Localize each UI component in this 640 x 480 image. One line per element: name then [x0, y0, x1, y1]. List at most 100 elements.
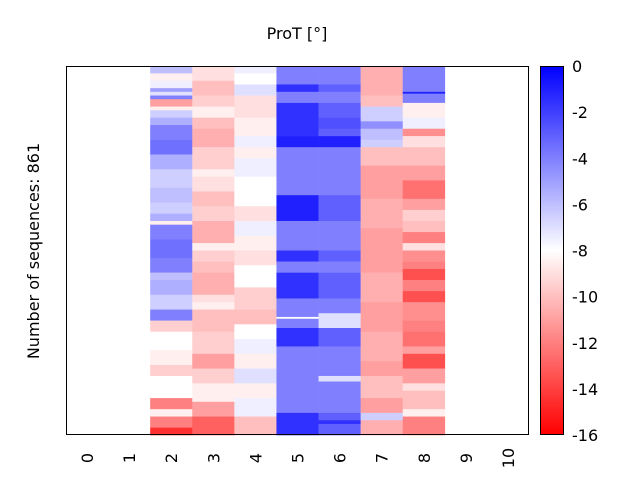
- heatmap-cell-col-6: [318, 136, 361, 148]
- x-tick-label: 8: [415, 453, 434, 463]
- heatmap-cell-col-7: [360, 412, 404, 421]
- heatmap-cell-col-2: [150, 239, 193, 259]
- heatmap-cell-col-2: [150, 187, 193, 203]
- heatmap-cell-col-2: [150, 88, 193, 93]
- heatmap-cell-col-3: [192, 272, 235, 296]
- heatmap-cell-col-6: [318, 220, 361, 251]
- heatmap-cell-col-2: [150, 309, 193, 321]
- heatmap-cell-col-8: [402, 180, 446, 200]
- heatmap-cell-col-6: [318, 66, 361, 85]
- x-tick-label: 3: [204, 453, 223, 463]
- heatmap-cell-col-3: [192, 309, 235, 332]
- x-tick-label: 10: [499, 448, 518, 468]
- heatmap-cell-col-8: [402, 268, 446, 281]
- heatmap-cell-col-4: [234, 235, 277, 251]
- heatmap-cells: [150, 66, 446, 436]
- y-axis-label: Number of sequences: 861: [24, 143, 43, 359]
- heatmap-cell-col-2: [150, 398, 193, 410]
- heatmap-cell-col-8: [402, 136, 446, 148]
- heatmap-cell-col-4: [234, 158, 277, 177]
- x-tick-label: 0: [78, 453, 97, 463]
- heatmap-cell-col-4: [234, 416, 277, 436]
- heatmap-cell-col-2: [150, 224, 193, 240]
- heatmap-cell-col-3: [192, 250, 235, 262]
- heatmap-cell-col-5: [276, 147, 319, 196]
- heatmap-cell-col-3: [192, 147, 235, 170]
- heatmap-cell-col-2: [150, 73, 193, 82]
- heatmap-cell-col-3: [192, 383, 235, 403]
- heatmap-cell-col-4: [234, 324, 277, 340]
- heatmap-cell-col-8: [402, 250, 446, 262]
- heatmap-cell-col-2: [150, 280, 193, 296]
- heatmap-cell-col-3: [192, 80, 235, 96]
- heatmap-cell-col-6: [318, 375, 361, 382]
- heatmap-cell-col-3: [192, 353, 235, 369]
- x-tick-label: 5: [289, 453, 308, 463]
- heatmap-cell-col-2: [150, 154, 193, 170]
- heatmap-cell-col-2: [150, 139, 193, 155]
- heatmap-cell-col-2: [150, 257, 193, 273]
- heatmap-cell-col-3: [192, 401, 235, 417]
- heatmap-cell-col-7: [360, 331, 404, 362]
- heatmap-cell-col-8: [402, 147, 446, 166]
- heatmap-cell-col-8: [402, 280, 446, 292]
- chart-title: ProT [°]: [267, 24, 328, 43]
- heatmap-cell-col-7: [360, 165, 404, 200]
- heatmap-cell-col-4: [234, 339, 277, 355]
- heatmap-cell-col-6: [318, 423, 361, 436]
- heatmap-cell-col-2: [150, 202, 193, 214]
- heatmap-cell-col-2: [150, 95, 193, 100]
- heatmap-cell-col-6: [318, 117, 361, 130]
- heatmap-cell-col-6: [318, 272, 361, 299]
- heatmap-cell-col-4: [234, 220, 277, 237]
- heatmap-cell-col-2: [150, 220, 193, 225]
- heatmap-cell-col-4: [234, 73, 277, 85]
- heatmap-cell-col-8: [402, 93, 446, 104]
- heatmap-cell-col-3: [192, 261, 235, 273]
- heatmap-cell-col-5: [276, 298, 319, 318]
- heatmap-cell-col-7: [360, 95, 404, 107]
- heatmap-cell-col-2: [150, 110, 193, 118]
- heatmap-cell-col-5: [276, 91, 319, 104]
- heatmap-cell-col-3: [192, 128, 235, 148]
- heatmap-cell-col-2: [150, 320, 193, 332]
- heatmap-cell-col-5: [276, 250, 319, 262]
- heatmap-cell-col-6: [318, 298, 361, 314]
- heatmap-cell-col-8: [402, 368, 446, 384]
- heatmap-cell-col-6: [318, 250, 361, 262]
- heatmap-cell-col-8: [402, 261, 446, 270]
- heatmap-cell-col-8: [402, 209, 446, 222]
- heatmap-cell-col-6: [318, 327, 361, 347]
- heatmap-cell-col-5: [276, 318, 319, 329]
- heatmap-cell-col-3: [192, 169, 235, 177]
- heatmap-cell-col-5: [276, 327, 319, 347]
- heatmap-cell-col-3: [192, 176, 235, 192]
- heatmap-cell-col-4: [234, 176, 277, 207]
- heatmap-cell-col-5: [276, 136, 319, 148]
- colorbar-tick-label: -14: [572, 380, 598, 399]
- heatmap-cell-col-5: [276, 412, 319, 436]
- heatmap-cell-col-8: [402, 302, 446, 321]
- heatmap-cell-col-4: [234, 368, 277, 384]
- heatmap-cell-col-2: [150, 350, 193, 366]
- heatmap-cell-col-3: [192, 302, 235, 310]
- heatmap-cell-col-8: [402, 128, 446, 137]
- plot-frame: [66, 66, 529, 435]
- colorbar-tick-label: -4: [572, 149, 588, 168]
- heatmap-cell-col-7: [360, 361, 404, 377]
- heatmap-cell-col-8: [402, 66, 446, 93]
- heatmap-cell-col-6: [318, 91, 361, 104]
- colorbar-tick-label: -6: [572, 195, 588, 214]
- heatmap-cell-col-2: [150, 117, 193, 126]
- heatmap-cell-col-8: [402, 390, 446, 410]
- heatmap-cell-col-3: [192, 117, 235, 130]
- heatmap-cell-col-5: [276, 102, 319, 137]
- heatmap-cell-col-2: [150, 99, 193, 107]
- heatmap-cell-col-6: [318, 147, 361, 196]
- heatmap-cell-col-8: [402, 291, 446, 303]
- heatmap-cell-col-8: [402, 346, 446, 355]
- heatmap-cell-col-7: [360, 121, 404, 130]
- heatmap-cell-col-2: [150, 213, 193, 222]
- x-tick-label: 4: [246, 453, 265, 463]
